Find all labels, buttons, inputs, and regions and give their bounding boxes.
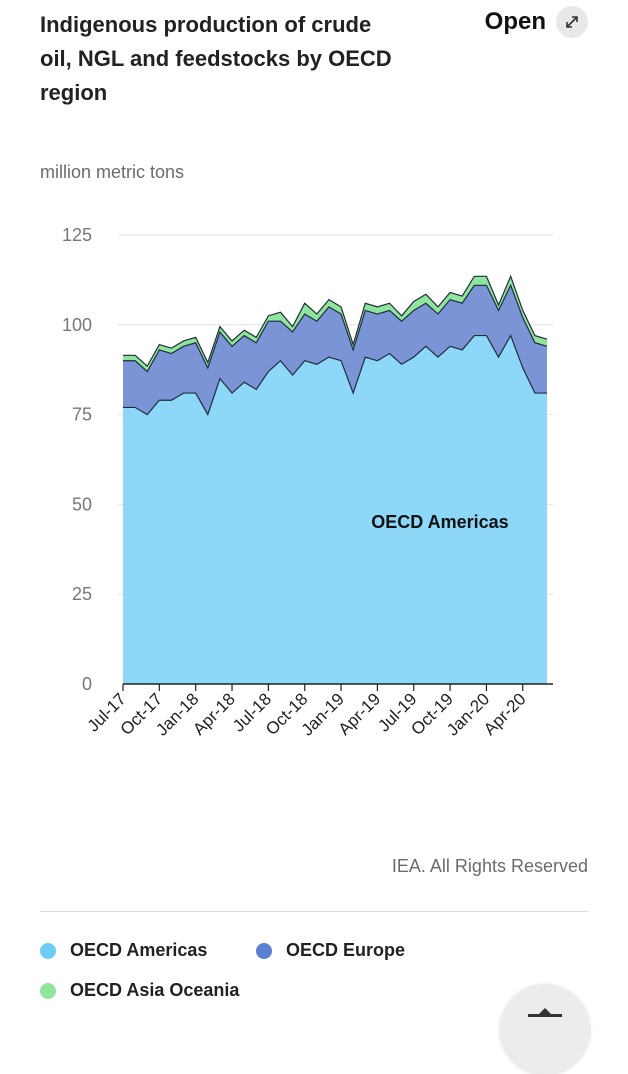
legend-label-europe: OECD Europe bbox=[286, 940, 406, 960]
legend-item-asia-oceania[interactable]: OECD Asia Oceania bbox=[40, 980, 239, 1001]
legend-swatch-americas bbox=[40, 942, 56, 959]
y-tick-label: 125 bbox=[62, 225, 92, 245]
x-tick-label: Apr-18 bbox=[189, 689, 239, 739]
unit-label: million metric tons bbox=[40, 162, 185, 182]
y-tick-label: 100 bbox=[62, 315, 92, 335]
area-chart: 0255075100125Jul-17Oct-17Jan-18Apr-18Jul… bbox=[62, 225, 553, 740]
series-annotation: OECD Americas bbox=[371, 512, 508, 532]
series-line-americas bbox=[123, 334, 547, 417]
x-tick-label: Apr-19 bbox=[335, 689, 385, 739]
open-label: Open bbox=[484, 8, 546, 35]
scroll-top-button[interactable] bbox=[500, 984, 590, 1074]
expand-arrows-icon bbox=[566, 16, 578, 28]
expand-icon[interactable] bbox=[556, 6, 588, 38]
series-line-europe bbox=[123, 283, 548, 373]
y-tick-label: 50 bbox=[72, 494, 92, 514]
x-tick-label: Apr-20 bbox=[480, 689, 530, 739]
chart-title: Indigenous production of crude oil, NGL … bbox=[40, 12, 392, 105]
legend-swatch-asia-oceania bbox=[40, 982, 56, 999]
legend-divider bbox=[40, 911, 588, 912]
legend-label-asia-oceania: OECD Asia Oceania bbox=[70, 980, 240, 1000]
y-tick-label: 25 bbox=[72, 584, 92, 604]
y-tick-label: 75 bbox=[72, 405, 92, 425]
series-area-europe bbox=[123, 285, 547, 415]
legend-item-europe[interactable]: OECD Europe bbox=[256, 940, 405, 961]
series-area-americas bbox=[123, 335, 547, 684]
open-button[interactable]: Open bbox=[485, 6, 588, 38]
arrow-up-icon bbox=[538, 1008, 552, 1015]
series-line-asia-oceania bbox=[123, 274, 548, 368]
legend-item-americas[interactable]: OECD Americas bbox=[40, 940, 207, 961]
legend-swatch-europe bbox=[256, 942, 272, 959]
legend-label-americas: OECD Americas bbox=[70, 940, 208, 960]
scroll-top-bar-icon bbox=[528, 1014, 562, 1017]
credit-text: IEA. All Rights Reserved bbox=[391, 856, 588, 876]
y-tick-label: 0 bbox=[82, 674, 92, 694]
